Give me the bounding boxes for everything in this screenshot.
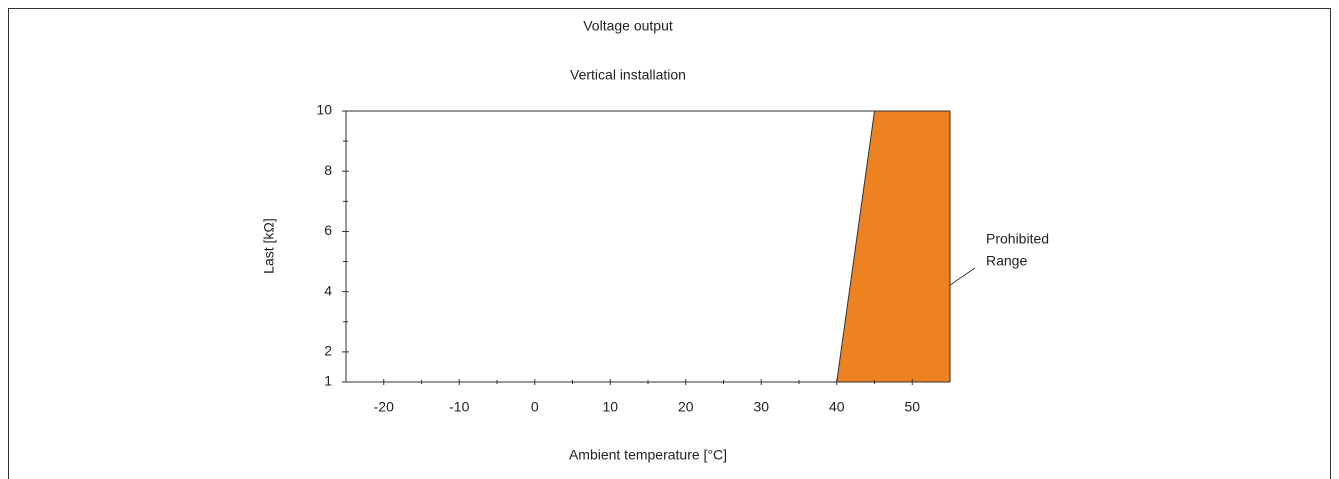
chart-title: Voltage output [583, 18, 673, 34]
frame [8, 8, 1331, 479]
x-axis-label: Ambient temperature [°C] [569, 447, 727, 463]
y-tick-label: 10 [316, 102, 332, 118]
x-tick-label: 10 [602, 399, 618, 415]
y-tick-label: 6 [324, 222, 332, 238]
x-tick-label: -20 [374, 399, 394, 415]
annotation: Range [986, 253, 1027, 269]
x-tick-label: 50 [904, 399, 920, 415]
y-tick-label: 4 [324, 282, 332, 298]
x-tick-label: 0 [531, 399, 539, 415]
area [836, 110, 951, 383]
y-tick-label: 8 [324, 162, 332, 178]
y-tick-label: 1 [324, 373, 332, 389]
x-tick-label: 40 [829, 399, 845, 415]
x-tick-label: 20 [678, 399, 694, 415]
chart-subtitle: Vertical installation [570, 67, 686, 83]
y-axis-label: Last [kΩ] [261, 218, 277, 274]
annotation: Prohibited [986, 231, 1049, 247]
x-tick-label: 30 [753, 399, 769, 415]
y-tick-label: 2 [324, 343, 332, 359]
x-tick-label: -10 [449, 399, 469, 415]
